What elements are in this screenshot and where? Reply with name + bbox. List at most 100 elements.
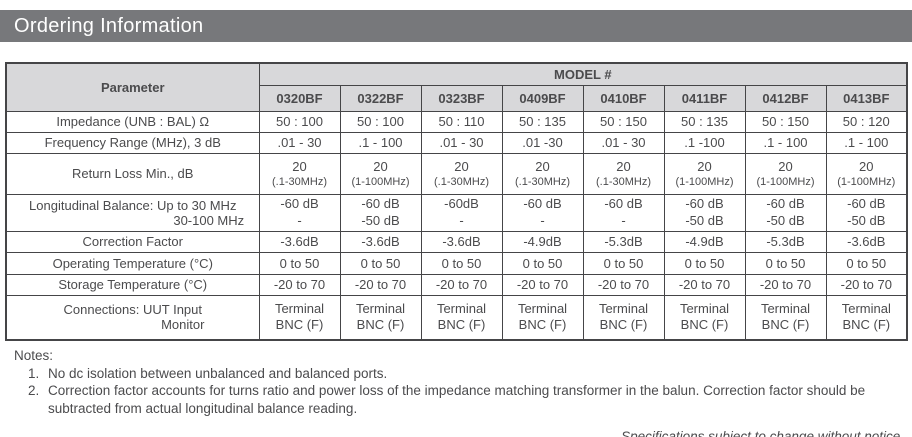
table-row-operating-temperature: Operating Temperature (°C) 0 to 50 0 to … xyxy=(5,251,908,275)
cell-value: -60 dB xyxy=(361,196,400,212)
cell-value: -60 dB xyxy=(685,196,724,212)
cell: -60 dB -50 dB xyxy=(744,193,827,232)
cell-value: 20 xyxy=(292,159,307,175)
model-header: 0411BF xyxy=(663,84,746,112)
cell: 50 : 135 xyxy=(663,110,746,133)
cell: -20 to 70 xyxy=(582,273,665,296)
cell: 20 (.1-30MHz) xyxy=(258,152,341,195)
cell: -5.3dB xyxy=(744,230,827,253)
cell-value: BNC (F) xyxy=(275,317,324,333)
cell: -20 to 70 xyxy=(663,273,746,296)
cell: .01 - 30 xyxy=(582,131,665,154)
cell-value: BNC (F) xyxy=(437,317,486,333)
cell: Terminal BNC (F) xyxy=(744,294,827,341)
table-header-row-model-numbers: 0320BF 0322BF 0323BF 0409BF 0410BF 0411B… xyxy=(6,84,908,112)
cell: .1 -100 xyxy=(663,131,746,154)
column-header-model: MODEL # xyxy=(258,62,908,86)
cell-value: 20 xyxy=(616,159,631,175)
cell: 50 : 135 xyxy=(501,110,584,133)
cell-value: Terminal xyxy=(436,301,487,316)
row-label: Correction Factor xyxy=(5,230,260,253)
cell: -20 to 70 xyxy=(744,273,827,296)
cell-value: -50 dB xyxy=(361,212,400,228)
cell-value: 20 xyxy=(859,159,874,175)
table-row-frequency: Frequency Range (MHz), 3 dB .01 - 30 .1 … xyxy=(5,131,908,154)
cell-subvalue: (1-100MHz) xyxy=(351,175,410,188)
cell-value: Terminal xyxy=(355,301,406,316)
page-title: Ordering Information xyxy=(0,10,912,42)
cell: Terminal BNC (F) xyxy=(582,294,665,341)
cell-subvalue: (.1-30MHz) xyxy=(595,175,651,188)
cell-subvalue: (1-100MHz) xyxy=(756,175,815,188)
cell: .1 - 100 xyxy=(825,131,908,154)
cell: Terminal BNC (F) xyxy=(420,294,503,341)
row-label-line2: 30-100 MHz xyxy=(173,212,245,228)
cell-value: - xyxy=(459,212,464,228)
cell: -60 dB - xyxy=(258,193,341,232)
cell-value: -50 dB xyxy=(847,212,886,228)
cell: -4.9dB xyxy=(501,230,584,253)
cell-value: -50 dB xyxy=(766,212,805,228)
cell: Terminal BNC (F) xyxy=(663,294,746,341)
cell-value: 20 xyxy=(697,159,712,175)
cell-value: BNC (F) xyxy=(356,317,405,333)
cell-value: - xyxy=(297,212,302,228)
cell-value: Terminal xyxy=(679,301,730,316)
cell: -60 dB -50 dB xyxy=(339,193,422,232)
row-label: Operating Temperature (°C) xyxy=(5,251,260,275)
cell: -20 to 70 xyxy=(501,273,584,296)
cell-value: BNC (F) xyxy=(599,317,648,333)
specifications-disclaimer: Specifications subject to change without… xyxy=(621,429,904,437)
cell: 0 to 50 xyxy=(258,251,341,275)
cell: -4.9dB xyxy=(663,230,746,253)
model-header: 0409BF xyxy=(501,84,584,112)
cell-value: Terminal xyxy=(760,301,811,316)
cell: -60dB - xyxy=(420,193,503,232)
cell: -60 dB -50 dB xyxy=(825,193,908,232)
cell: -3.6dB xyxy=(825,230,908,253)
row-label-line1: Connections: UUT Input xyxy=(63,302,203,318)
model-header: 0412BF xyxy=(744,84,827,112)
table-row-longitudinal-balance: Longitudinal Balance: Up to 30 MHz 30-100… xyxy=(5,193,908,232)
cell: 20 (1-100MHz) xyxy=(744,152,827,195)
cell: -3.6dB xyxy=(258,230,341,253)
cell: .01 - 30 xyxy=(258,131,341,154)
cell: 20 (1-100MHz) xyxy=(339,152,422,195)
cell: 0 to 50 xyxy=(501,251,584,275)
cell-value: -60 dB xyxy=(604,196,643,212)
cell: -20 to 70 xyxy=(420,273,503,296)
cell: .01 - 30 xyxy=(420,131,503,154)
cell: 0 to 50 xyxy=(744,251,827,275)
cell-value: -60 dB xyxy=(766,196,805,212)
cell: 0 to 50 xyxy=(663,251,746,275)
cell: -20 to 70 xyxy=(339,273,422,296)
cell-subvalue: (1-100MHz) xyxy=(675,175,734,188)
notes-heading: Notes: xyxy=(14,348,54,363)
cell: 20 (.1-30MHz) xyxy=(501,152,584,195)
cell: -60 dB -50 dB xyxy=(663,193,746,232)
cell: 0 to 50 xyxy=(420,251,503,275)
cell-value: -50 dB xyxy=(685,212,724,228)
cell-subvalue: (.1-30MHz) xyxy=(514,175,570,188)
cell-value: 20 xyxy=(535,159,550,175)
cell-subvalue: (1-100MHz) xyxy=(837,175,896,188)
cell-value: Terminal xyxy=(274,301,325,316)
cell: 50 : 150 xyxy=(744,110,827,133)
cell: .1 - 100 xyxy=(744,131,827,154)
cell: 0 to 50 xyxy=(825,251,908,275)
cell: -3.6dB xyxy=(339,230,422,253)
cell: 0 to 50 xyxy=(339,251,422,275)
cell: -20 to 70 xyxy=(825,273,908,296)
cell: -20 to 70 xyxy=(258,273,341,296)
note-item: 1. No dc isolation between unbalanced an… xyxy=(28,365,902,383)
row-label: Return Loss Min., dB xyxy=(5,152,260,195)
cell: 50 : 120 xyxy=(825,110,908,133)
cell: -60 dB - xyxy=(582,193,665,232)
cell-value: 20 xyxy=(373,159,388,175)
table-row-impedance: Impedance (UNB : BAL) Ω 50 : 100 50 : 10… xyxy=(5,110,908,133)
cell: 50 : 110 xyxy=(420,110,503,133)
row-label: Impedance (UNB : BAL) Ω xyxy=(5,110,260,133)
cell: -60 dB - xyxy=(501,193,584,232)
cell-value: - xyxy=(540,212,545,228)
cell: Terminal BNC (F) xyxy=(258,294,341,341)
